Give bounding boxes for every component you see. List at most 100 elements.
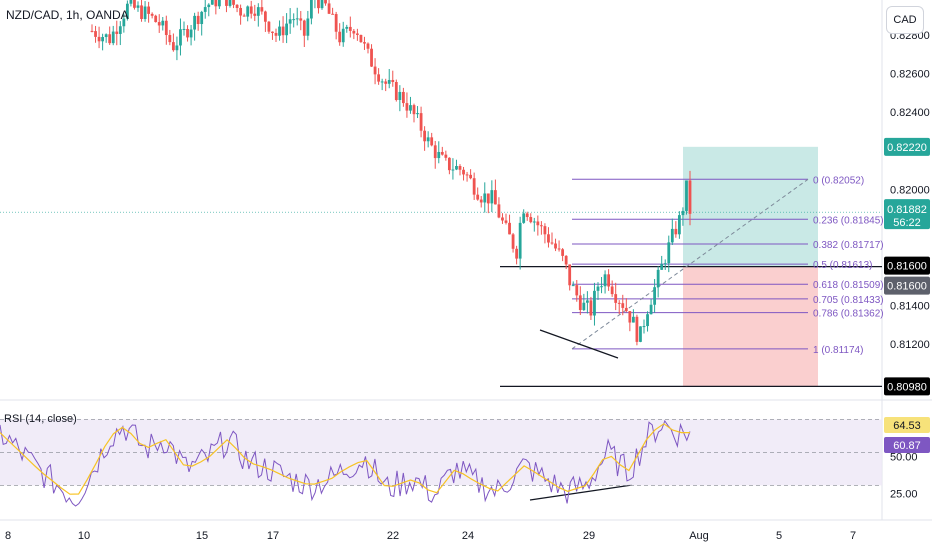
candle	[125, 0, 129, 21]
candle-body	[228, 0, 232, 6]
candle-body	[140, 5, 143, 19]
candle	[370, 44, 373, 67]
time-tick-label: Aug	[689, 530, 709, 542]
candle-body	[200, 11, 204, 25]
candle	[649, 299, 653, 315]
candle-body	[447, 157, 451, 171]
symbol-title: NZD/CAD, 1h, OANDA	[6, 8, 129, 22]
candle	[607, 269, 611, 291]
candle	[437, 141, 441, 164]
candle-body	[302, 20, 306, 36]
candle-body	[497, 204, 501, 218]
candle-body	[653, 287, 657, 305]
divergence-line-rsi	[529, 484, 633, 501]
candle-body	[288, 19, 292, 24]
candle-body	[154, 15, 158, 23]
candle	[317, 0, 320, 14]
candle	[486, 193, 490, 214]
candle-body	[111, 31, 115, 44]
candle-body	[525, 213, 529, 218]
current-price-badge: 0.81882	[887, 204, 927, 216]
candle-body	[455, 165, 458, 170]
candle-body	[125, 3, 129, 19]
time-tick-label: 10	[78, 530, 90, 542]
candle-body	[186, 28, 189, 38]
candle-body	[108, 34, 112, 44]
candle	[479, 196, 483, 208]
candle	[108, 26, 112, 45]
price-tick-label: 0.82600	[890, 68, 930, 80]
candle	[451, 158, 455, 180]
candle-body	[476, 194, 480, 200]
candle	[242, 13, 246, 17]
candle-body	[469, 174, 473, 179]
candle-body	[532, 221, 536, 223]
entry-price-badge-2: 0.81600	[887, 281, 927, 293]
time-tick-label: 5	[776, 530, 782, 542]
candle-body	[483, 193, 487, 203]
candle	[299, 11, 303, 31]
candle-body	[493, 190, 497, 205]
candle-body	[472, 178, 476, 195]
candle-body	[642, 326, 646, 328]
candle-body	[398, 91, 402, 100]
candle	[260, 0, 264, 15]
candle-body	[688, 180, 692, 214]
candle	[94, 25, 97, 43]
candle-body	[225, 0, 228, 6]
candle	[596, 282, 600, 301]
candle-body	[561, 249, 565, 256]
candle-body	[451, 169, 455, 171]
candle	[670, 218, 674, 246]
candle-body	[444, 154, 448, 158]
candle-body	[394, 81, 398, 100]
fib-level-label: 0.5 (0.81613)	[813, 260, 873, 271]
candle-body	[249, 6, 253, 14]
candle-body	[355, 33, 359, 35]
candle	[493, 179, 497, 205]
candle	[539, 221, 543, 235]
candle	[314, 0, 316, 9]
candle-body	[345, 26, 349, 29]
candle	[179, 18, 182, 56]
candle-body	[589, 300, 593, 316]
candle	[639, 326, 642, 343]
candle	[207, 3, 211, 17]
candle-body	[193, 15, 197, 30]
candle	[483, 182, 487, 213]
rsi-ma-badge: 64.53	[893, 420, 921, 432]
candle-body	[242, 15, 246, 17]
candle	[508, 214, 511, 235]
candle	[642, 319, 646, 334]
candle	[157, 14, 161, 33]
candle	[285, 13, 289, 44]
candle-body	[271, 31, 274, 33]
price-tick-label: 0.82400	[890, 107, 930, 119]
candle	[281, 16, 285, 43]
currency-button[interactable]: CAD	[886, 6, 924, 34]
candle-body	[437, 151, 441, 159]
fib-level-label: 0.786 (0.81362)	[813, 309, 884, 320]
price-tick-label: 0.81400	[890, 300, 930, 312]
position-profit-zone	[683, 146, 818, 267]
candle	[614, 282, 618, 311]
candle	[150, 12, 154, 19]
candle-body	[504, 220, 508, 223]
candle-body	[462, 169, 465, 175]
candle	[253, 4, 257, 22]
candle-body	[299, 18, 303, 21]
candle	[663, 259, 667, 270]
entry-price-badge-bg	[884, 256, 930, 275]
current-price-badge-bg	[884, 199, 930, 230]
time-tick-label: 7	[850, 530, 856, 542]
rsi-title: RSI (14, close)	[4, 413, 77, 425]
candle	[518, 216, 522, 270]
candle-body	[182, 28, 186, 30]
candle	[472, 172, 476, 200]
candle	[278, 20, 281, 41]
candle	[366, 42, 370, 54]
candle-body	[568, 264, 572, 286]
candle	[532, 217, 536, 232]
candle-body	[575, 285, 579, 296]
